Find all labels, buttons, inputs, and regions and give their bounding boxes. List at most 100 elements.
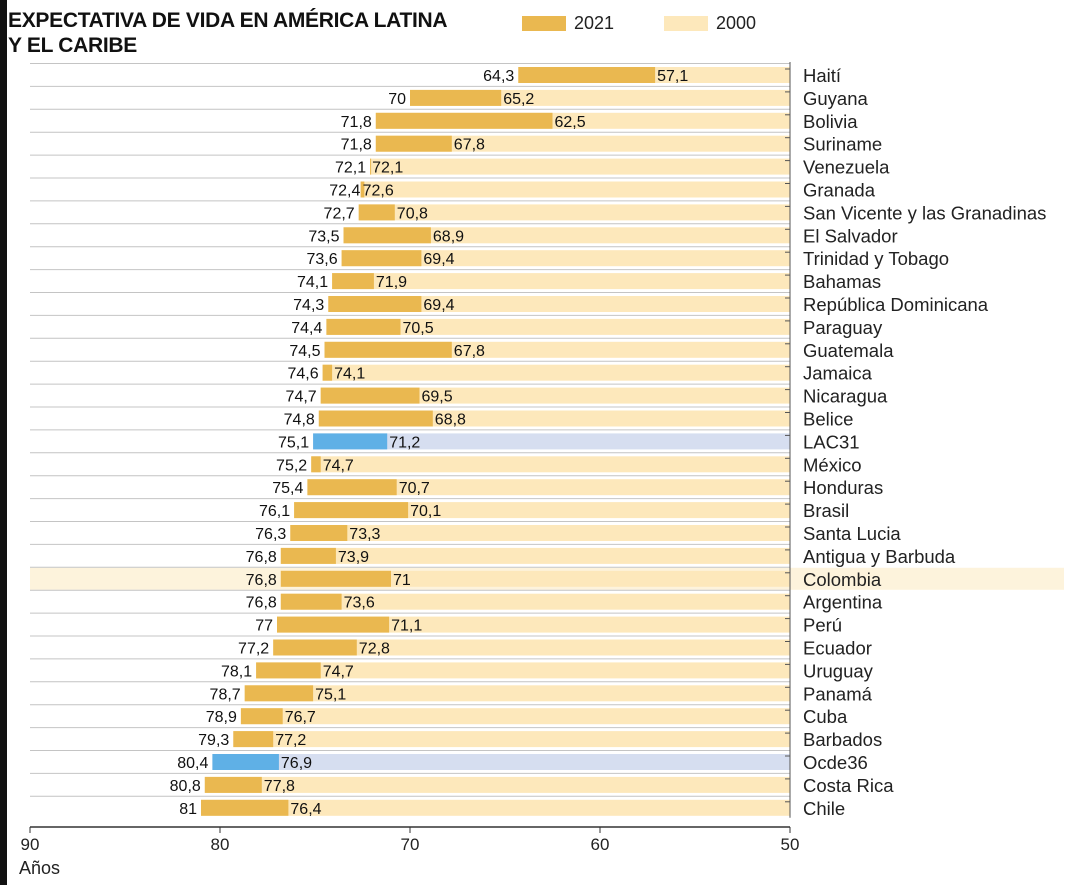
bar-2021-san-vicente-y-las-granadinas bbox=[358, 204, 395, 221]
value-label-2000-san-vicente-y-las-granadinas: 70,8 bbox=[397, 205, 428, 222]
value-label-2021-el-salvador: 73,5 bbox=[308, 228, 339, 245]
bar-2000-republica-dominicana bbox=[328, 296, 790, 312]
category-label-granada: Granada bbox=[803, 180, 876, 201]
category-label-bolivia: Bolivia bbox=[803, 111, 858, 132]
bar-2000-paraguay bbox=[326, 318, 790, 335]
value-label-2021-paraguay: 74,4 bbox=[291, 320, 322, 337]
value-label-2000-guyana: 65,2 bbox=[503, 91, 534, 108]
category-label-colombia: Colombia bbox=[803, 569, 882, 590]
bar-2021-republica-dominicana bbox=[328, 296, 422, 312]
legend-swatch-2021 bbox=[522, 15, 566, 31]
x-axis: 90 80 70 60 50 Años bbox=[19, 62, 799, 878]
bar-2021-uruguay bbox=[256, 662, 321, 679]
value-label-2000-suriname: 67,8 bbox=[454, 137, 485, 154]
bars bbox=[201, 67, 791, 816]
value-label-2000-uruguay: 74,7 bbox=[323, 663, 354, 680]
value-label-2021-bolivia: 71,8 bbox=[341, 114, 372, 131]
bar-2021-jamaica bbox=[322, 364, 333, 381]
bar-2021-argentina bbox=[280, 593, 342, 610]
category-label-paraguay: Paraguay bbox=[803, 317, 883, 338]
category-label-ecuador: Ecuador bbox=[803, 638, 872, 659]
bar-2021-chile bbox=[201, 799, 289, 816]
bar-2021-belice bbox=[318, 410, 433, 427]
x-axis-label: Años bbox=[19, 858, 60, 878]
category-label-mexico: México bbox=[803, 454, 862, 475]
chart-title: EXPECTATIVA DE VIDA EN AMÉRICA LATINA Y … bbox=[8, 8, 448, 58]
x-tick-label-70: 70 bbox=[401, 835, 420, 854]
value-label-2021-bahamas: 74,1 bbox=[297, 274, 328, 291]
category-label-barbados: Barbados bbox=[803, 729, 882, 750]
value-label-2021-granada: 72,4 bbox=[329, 183, 360, 200]
chart-title-line-2: Y EL CARIBE bbox=[8, 34, 137, 57]
value-label-2021-lac31: 75,1 bbox=[278, 434, 309, 451]
value-label-2000-venezuela: 72,1 bbox=[372, 160, 403, 177]
category-label-trinidad-y-tobago: Trinidad y Tobago bbox=[803, 248, 949, 269]
value-label-2000-peru: 71,1 bbox=[391, 618, 422, 635]
category-label-bahamas: Bahamas bbox=[803, 271, 881, 292]
value-label-2021-venezuela: 72,1 bbox=[335, 160, 366, 177]
chart-title-line-1: EXPECTATIVA DE VIDA EN AMÉRICA LATINA bbox=[8, 9, 448, 32]
value-label-2000-republica-dominicana: 69,4 bbox=[423, 297, 454, 314]
value-label-2021-santa-lucia: 76,3 bbox=[255, 526, 286, 543]
value-label-2000-panama: 75,1 bbox=[315, 686, 346, 703]
bar-2000-ocde36 bbox=[212, 754, 790, 770]
value-label-2000-barbados: 77,2 bbox=[275, 732, 306, 749]
value-label-2021-jamaica: 74,6 bbox=[287, 366, 318, 383]
bar-2000-cuba bbox=[240, 708, 790, 725]
bar-2000-antigua-y-barbuda bbox=[280, 547, 790, 564]
bar-2000-guyana bbox=[410, 89, 790, 106]
value-label-2021-chile: 81 bbox=[179, 801, 197, 818]
bar-2000-peru bbox=[277, 616, 790, 633]
bar-2000-venezuela bbox=[370, 158, 790, 175]
value-label-2000-bahamas: 71,9 bbox=[376, 274, 407, 291]
bar-2000-suriname bbox=[375, 135, 790, 152]
category-label-peru: Perú bbox=[803, 615, 842, 636]
value-label-2000-el-salvador: 68,9 bbox=[433, 228, 464, 245]
value-label-2000-bolivia: 62,5 bbox=[555, 114, 586, 131]
bar-2021-honduras bbox=[307, 479, 397, 496]
value-label-2021-costa-rica: 80,8 bbox=[170, 778, 201, 795]
category-label-suriname: Suriname bbox=[803, 134, 882, 155]
bar-2021-peru bbox=[277, 616, 390, 633]
category-label-lac31: LAC31 bbox=[803, 431, 860, 452]
value-label-2000-jamaica: 74,1 bbox=[334, 366, 365, 383]
bar-2021-santa-lucia bbox=[290, 525, 348, 541]
value-label-2021-nicaragua: 74,7 bbox=[286, 389, 317, 406]
x-tick-label-60: 60 bbox=[591, 835, 610, 854]
bar-2021-guatemala bbox=[324, 341, 452, 358]
value-label-2000-chile: 76,4 bbox=[290, 801, 321, 818]
category-label-honduras: Honduras bbox=[803, 477, 883, 498]
bar-2000-mexico bbox=[311, 456, 790, 473]
value-label-2021-panama: 78,7 bbox=[210, 686, 241, 703]
bar-2021-haiti bbox=[518, 67, 656, 83]
bar-2021-ecuador bbox=[273, 639, 357, 656]
value-label-2021-ocde36: 80,4 bbox=[177, 755, 208, 772]
bar-2021-paraguay bbox=[326, 318, 401, 335]
value-label-2000-granada: 72,6 bbox=[363, 183, 394, 200]
value-label-2000-cuba: 76,7 bbox=[285, 709, 316, 726]
bar-2021-suriname bbox=[375, 135, 452, 152]
category-label-republica-dominicana: República Dominicana bbox=[803, 294, 989, 315]
value-label-2000-costa-rica: 77,8 bbox=[264, 778, 295, 795]
value-label-2021-antigua-y-barbuda: 76,8 bbox=[246, 549, 277, 566]
bar-2000-uruguay bbox=[256, 662, 791, 679]
bar-2021-cuba bbox=[240, 708, 283, 725]
value-label-2021-suriname: 71,8 bbox=[341, 137, 372, 154]
value-label-2021-uruguay: 78,1 bbox=[221, 663, 252, 680]
bar-2021-el-salvador bbox=[343, 227, 431, 244]
category-label-ocde36: Ocde36 bbox=[803, 752, 868, 773]
category-label-chile: Chile bbox=[803, 798, 845, 819]
value-label-2021-ecuador: 77,2 bbox=[238, 641, 269, 658]
bar-2021-antigua-y-barbuda bbox=[280, 547, 336, 564]
bar-2000-chile bbox=[201, 799, 790, 816]
value-label-2021-republica-dominicana: 74,3 bbox=[293, 297, 324, 314]
bar-2021-guyana bbox=[410, 89, 502, 106]
bar-2000-ecuador bbox=[273, 639, 790, 656]
category-label-belice: Belice bbox=[803, 409, 853, 430]
value-label-2000-santa-lucia: 73,3 bbox=[349, 526, 380, 543]
value-label-2000-nicaragua: 69,5 bbox=[422, 389, 453, 406]
category-label-panama: Panamá bbox=[803, 683, 873, 704]
value-label-2000-paraguay: 70,5 bbox=[403, 320, 434, 337]
legend-swatch-2000 bbox=[664, 15, 708, 31]
value-label-2000-belice: 68,8 bbox=[435, 412, 466, 429]
